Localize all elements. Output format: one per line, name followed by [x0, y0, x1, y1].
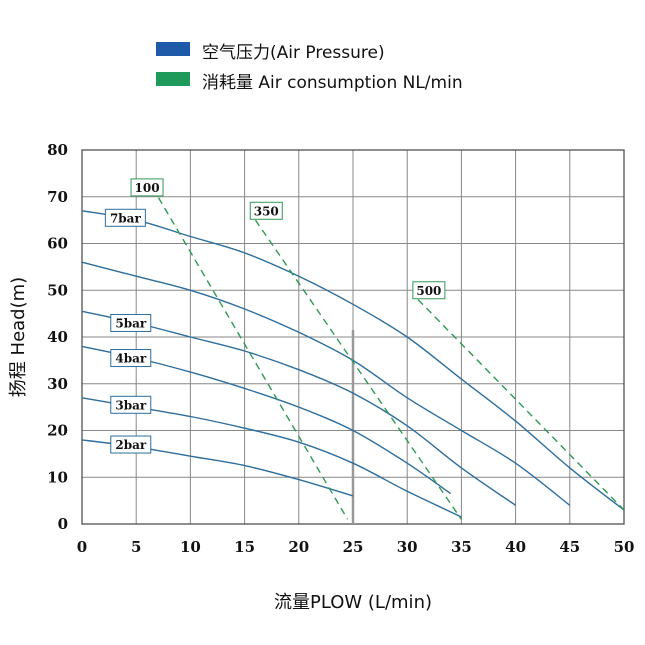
- consumption-label-box-350: [249, 201, 283, 220]
- consumption-curves: [151, 187, 625, 520]
- legend-label-air-pressure: 空气压力(Air Pressure): [202, 43, 385, 63]
- pressure-curve-5bar: [81, 310, 516, 506]
- y-tick-label-50: 50: [47, 281, 68, 299]
- x-tick-label-30: 30: [397, 538, 418, 556]
- y-tick-label-0: 0: [58, 515, 68, 533]
- x-tick-label-0: 0: [77, 538, 87, 556]
- pressure-label-5bar: 5bar: [115, 316, 147, 330]
- pressure-label-box-3bar: [110, 395, 152, 414]
- consumption-label-100: 100: [135, 181, 160, 195]
- x-tick-label-35: 35: [451, 538, 472, 556]
- consumption-label-box-100: [130, 178, 164, 197]
- y-tick-label-30: 30: [47, 375, 68, 393]
- consumption-curve-350: [254, 219, 462, 520]
- pressure-label-3bar: 3bar: [115, 398, 147, 412]
- consumption-curve-100: [151, 187, 349, 520]
- x-tick-label-10: 10: [180, 538, 201, 556]
- y-tick-label-70: 70: [47, 188, 68, 206]
- y-tick-label-60: 60: [47, 235, 68, 253]
- pressure-curve-3bar: [81, 397, 462, 518]
- consumption-label-500: 500: [416, 284, 441, 298]
- pressure-curve-4bar: [81, 345, 452, 495]
- legend-swatch-air-consumption: [156, 72, 190, 86]
- pressure-label-box-7bar: [104, 208, 146, 227]
- x-tick-label-25: 25: [343, 538, 364, 556]
- x-tick-label-15: 15: [234, 538, 255, 556]
- y-tick-label-20: 20: [47, 422, 68, 440]
- x-tick-label-40: 40: [505, 538, 526, 556]
- pressure-label-2bar: 2bar: [115, 438, 147, 452]
- legend-label-air-consumption: 消耗量 Air consumption NL/min: [202, 73, 463, 93]
- pressure-label-box-2bar: [110, 435, 152, 454]
- x-tick-label-45: 45: [559, 538, 580, 556]
- y-axis-title: 扬程 Head(m): [8, 277, 29, 397]
- legend-swatch-air-pressure: [156, 42, 190, 56]
- y-tick-label-10: 10: [47, 468, 68, 486]
- y-tick-label-80: 80: [47, 141, 68, 159]
- pressure-label-4bar: 4bar: [115, 352, 147, 366]
- x-tick-label-50: 50: [614, 538, 635, 556]
- consumption-curve-500: [417, 299, 625, 511]
- x-tick-label-5: 5: [131, 538, 141, 556]
- consumption-label-350: 350: [254, 204, 279, 218]
- x-tick-label-20: 20: [288, 538, 309, 556]
- pressure-label-box-5bar: [110, 313, 152, 332]
- pressure-curve-series-2: [81, 261, 571, 506]
- pressure-label-7bar: 7bar: [110, 211, 142, 225]
- consumption-label-box-500: [412, 281, 446, 300]
- pressure-label-box-4bar: [110, 349, 152, 368]
- curve-labels: 7bar 5bar 4bar 3bar 2bar 100 350 500: [104, 178, 446, 454]
- y-tick-label-40: 40: [47, 328, 68, 346]
- x-axis-title: 流量PLOW (L/min): [274, 592, 432, 613]
